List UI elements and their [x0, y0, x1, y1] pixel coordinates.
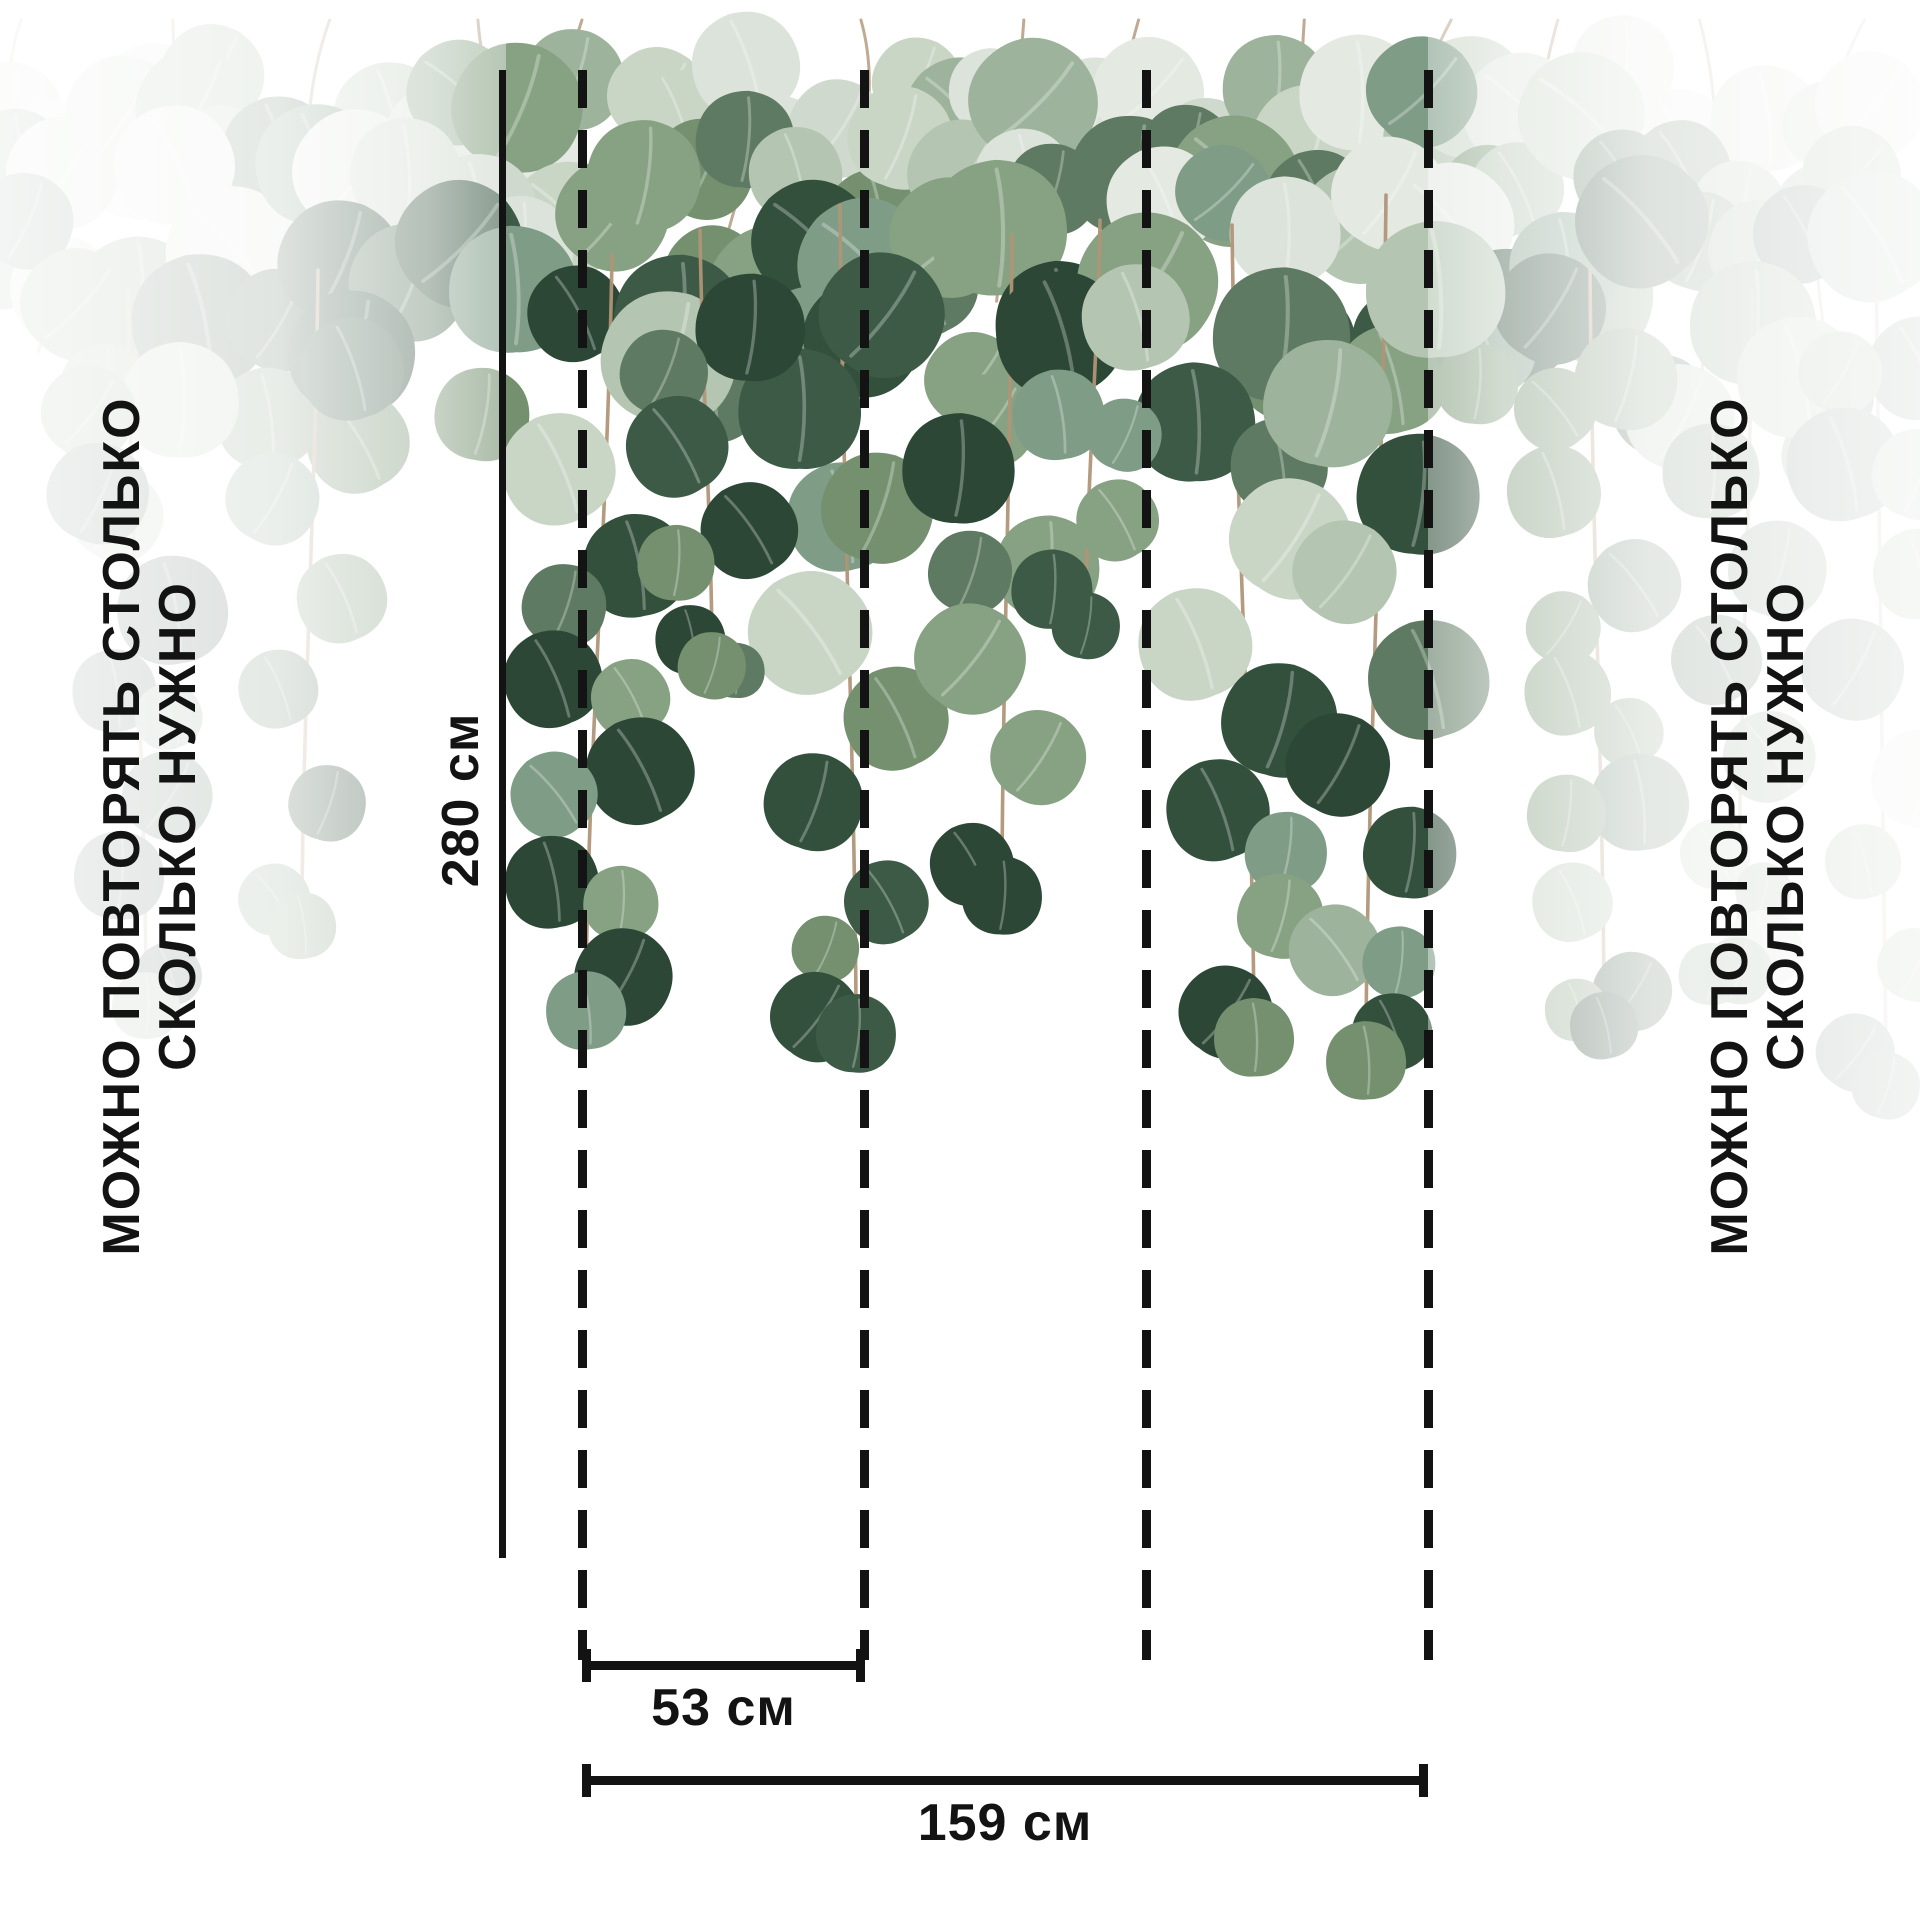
leaf — [510, 751, 598, 839]
leaf — [586, 120, 701, 233]
panel-divider-line-1 — [578, 70, 587, 1660]
dimension-tick — [856, 1649, 865, 1682]
leaf — [1362, 926, 1436, 999]
leaf — [1051, 592, 1120, 660]
fade-overlay-right — [1428, 0, 1920, 1920]
leaf — [961, 856, 1042, 935]
hanging-vine-group — [1011, 218, 1190, 660]
leaf — [763, 753, 863, 852]
leaf — [619, 329, 708, 417]
leaf — [747, 571, 873, 695]
leaf — [1214, 998, 1295, 1077]
leaf — [914, 603, 1026, 715]
leaf — [1166, 759, 1270, 862]
leaf — [816, 994, 896, 1073]
repeat-note-left: МОЖНО ПОВТОРЯТЬ СТОЛЬКО СКОЛЬКО НУЖНО — [92, 376, 207, 1276]
height-dimension-label: 280 см — [432, 712, 490, 888]
leaf — [700, 482, 799, 580]
leaf — [501, 413, 616, 526]
leaf — [625, 395, 729, 498]
panel-width-dimension-line — [582, 1649, 865, 1682]
leaf — [1138, 588, 1253, 701]
leaf — [843, 666, 949, 771]
leaf — [1326, 1021, 1407, 1100]
panel-divider-line-2 — [860, 70, 869, 1660]
hanging-vine-group — [619, 228, 805, 700]
fade-overlay-left — [0, 0, 506, 1920]
repeat-note-line2: СКОЛЬКО НУЖНО — [149, 581, 207, 1071]
leaf — [695, 273, 805, 382]
repeat-note-line2: СКОЛЬКО НУЖНО — [1757, 581, 1815, 1071]
leaf — [503, 630, 603, 729]
height-measure-line — [499, 70, 506, 1558]
leaf — [677, 632, 746, 700]
repeat-note-line1: МОЖНО ПОВТОРЯТЬ СТОЛЬКО — [92, 396, 151, 1256]
leaf — [1285, 713, 1390, 817]
leaf — [1263, 340, 1393, 468]
leaf — [928, 530, 1013, 614]
leaf — [637, 524, 715, 601]
leaf — [586, 717, 695, 825]
leaf — [928, 159, 1068, 296]
leaf — [1134, 362, 1256, 482]
panel-divider-line-3 — [1142, 70, 1151, 1660]
panel-divider-line-4 — [1424, 70, 1433, 1660]
leaf — [902, 413, 1015, 524]
total-width-dimension-line — [582, 1764, 1428, 1797]
leaf — [1076, 479, 1160, 562]
leaf — [505, 835, 600, 929]
leaf — [1288, 904, 1381, 997]
dimension-bar — [582, 1661, 865, 1670]
panel-width-dimension-label: 53 см — [651, 1679, 796, 1737]
repeat-note-right: МОЖНО ПОВТОРЯТЬ СТОЛЬКО СКОЛЬКО НУЖНО — [1700, 376, 1815, 1276]
dimension-tick — [1419, 1764, 1428, 1797]
leaf — [791, 915, 860, 983]
leaf — [818, 252, 945, 379]
total-width-dimension-label: 159 см — [917, 1794, 1093, 1852]
leaf — [1012, 369, 1105, 461]
leaf — [990, 710, 1087, 806]
repeat-note-line1: МОЖНО ПОВТОРЯТЬ СТОЛЬКО — [1700, 396, 1759, 1256]
dimension-bar — [582, 1776, 1428, 1785]
leaf — [1292, 520, 1397, 625]
